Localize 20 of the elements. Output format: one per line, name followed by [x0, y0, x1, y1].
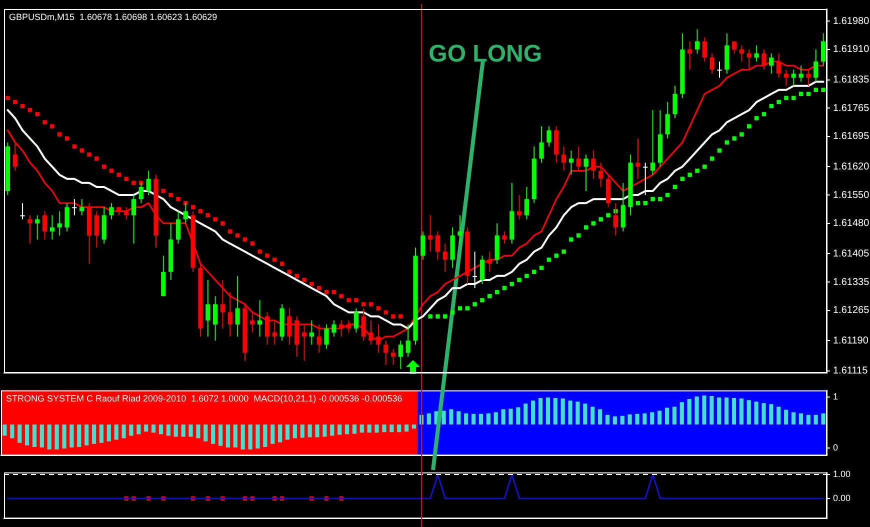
- y-tick-label: 1.61695: [833, 131, 870, 142]
- y-tick-label: 0.00: [833, 492, 851, 503]
- y-tick-label: 1: [833, 392, 838, 402]
- y-tick-label: 1.61980: [833, 16, 870, 27]
- chart-title: GBPUSDm,M15 1.60678 1.60698 1.60623 1.60629: [9, 12, 218, 22]
- y-tick-label: 1.61620: [833, 161, 870, 172]
- annotation: GO LONG: [428, 40, 542, 68]
- y-tick-label: 1.61480: [833, 218, 870, 230]
- y-tick-label: 1.61765: [833, 102, 870, 114]
- y-tick-label: 1.61405: [833, 248, 870, 260]
- y-tick-label: 1.00: [833, 469, 851, 480]
- y-tick-label: 1.61335: [833, 276, 870, 288]
- y-tick-label: 1.61910: [833, 44, 870, 56]
- chart-title: STRONG SYSTEM C Raouf Riad 2009-2010 1.6072 1.0000 MACD(10,21,1) -0.000536 -0.000536: [6, 393, 402, 404]
- y-tick-label: 1.61115: [833, 366, 868, 377]
- y-tick-label: 0: [833, 442, 838, 452]
- y-tick-label: 1.61265: [833, 305, 870, 316]
- y-tick-label: 1.61550: [833, 190, 870, 201]
- y-tick-label: 1.61835: [833, 74, 870, 86]
- y-tick-label: 1.61190: [833, 335, 869, 346]
